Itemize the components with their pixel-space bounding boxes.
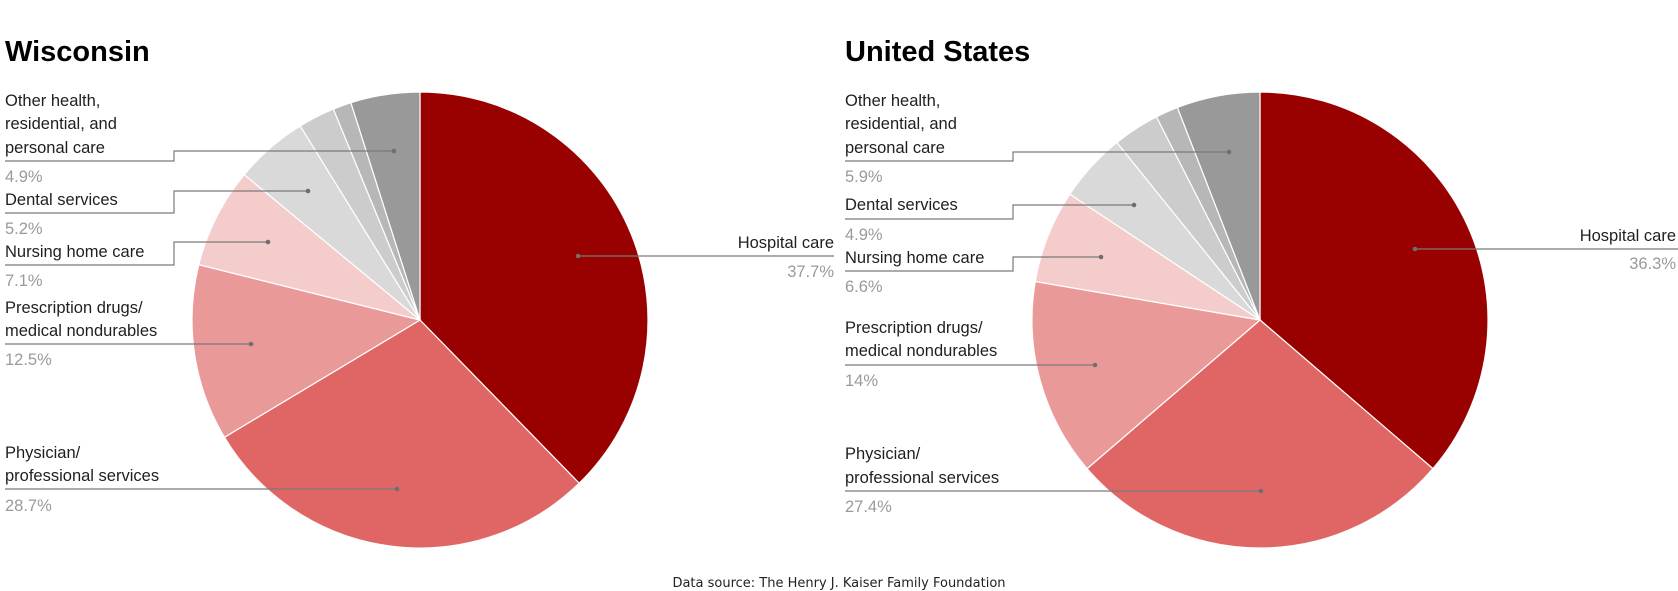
pie-slice-nursing-home-care [198,173,421,321]
leader-dot-rx [248,341,254,347]
label-physician-line2: professional services [5,467,159,485]
leader-dot-other [391,148,397,154]
label-physician-line1: Physician/ [5,444,81,462]
label-other-line3: personal care [5,139,105,157]
pct-rx: 12.5% [5,351,52,369]
label-physician-line1: Physician/ [845,445,921,463]
label-rx-line2: medical nondurables [845,342,997,360]
pie-slice-prescription-drugs-medical-nondurables [1031,280,1262,470]
us-slices [1031,91,1489,549]
leader-other [5,150,394,162]
leader-dot-other [1226,149,1232,155]
pie-united-states: United States Other health, residential,… [845,36,1678,549]
data-source-note: Data source: The Henry J. Kaiser Family … [672,576,1005,591]
chart-title-united-states: United States [845,36,1030,68]
pct-hospital: 36.3% [1629,255,1676,273]
label-dental: Dental services [845,196,958,214]
leader-dot-nursing [265,239,271,245]
pie-slice-other-health-residential-and-personal-care [1176,91,1261,321]
leader-dot-hospital [1412,246,1418,252]
leader-other [845,151,1229,162]
leader-dot-rx [1092,362,1098,368]
pie-slice-hospital-care [419,91,649,485]
label-rx-line1: Prescription drugs/ [845,319,983,337]
leader-dot-dental [305,188,311,194]
pct-dental: 5.2% [5,220,43,238]
pct-nursing: 6.6% [845,278,883,296]
leader-dot-physician [394,486,400,492]
chart-title-wisconsin: Wisconsin [5,36,150,68]
label-physician-line2: professional services [845,469,999,487]
pct-physician: 28.7% [5,497,52,515]
pie-slice-other-health-residential-and-personal-care [350,91,421,321]
leader-nursing [5,241,268,266]
pie-slice-prescription-drugs-medical-nondurables [191,263,422,439]
leader-dot-physician [1258,488,1264,494]
label-other-line2: residential, and [5,115,117,133]
label-other-line2: residential, and [845,115,957,133]
leader-dot-hospital [575,253,581,259]
label-nursing: Nursing home care [5,243,144,261]
pct-other: 5.9% [845,168,883,186]
label-other-line3: personal care [845,139,945,157]
pct-rx: 14% [845,372,878,390]
label-dental: Dental services [5,191,118,209]
pct-nursing: 7.1% [5,272,43,290]
pct-hospital: 37.7% [787,263,834,281]
label-rx-line2: medical nondurables [5,322,157,340]
leader-dot-nursing [1098,254,1104,260]
pct-dental: 4.9% [845,226,883,244]
pie-slice-physician-professional-services [223,319,581,549]
label-hospital: Hospital care [738,234,834,252]
pie-wisconsin: Wisconsin Other health, residential, and… [5,36,834,549]
label-rx-line1: Prescription drugs/ [5,299,143,317]
leader-nursing [845,256,1101,272]
wisconsin-slices [191,91,649,549]
leader-dental [845,204,1134,220]
label-hospital: Hospital care [1580,227,1676,245]
label-other-line1: Other health, [845,92,940,110]
pct-physician: 27.4% [845,498,892,516]
pct-other: 4.9% [5,168,43,186]
label-other-line1: Other health, [5,92,100,110]
pie-slice-hospital-care [1259,91,1489,470]
label-nursing: Nursing home care [845,249,984,267]
leader-dental [5,190,308,214]
leader-dot-dental [1131,202,1137,208]
